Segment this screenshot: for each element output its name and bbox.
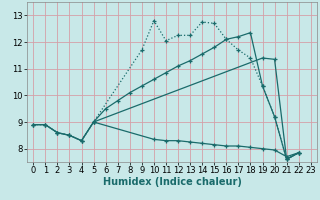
X-axis label: Humidex (Indice chaleur): Humidex (Indice chaleur) xyxy=(103,177,241,187)
